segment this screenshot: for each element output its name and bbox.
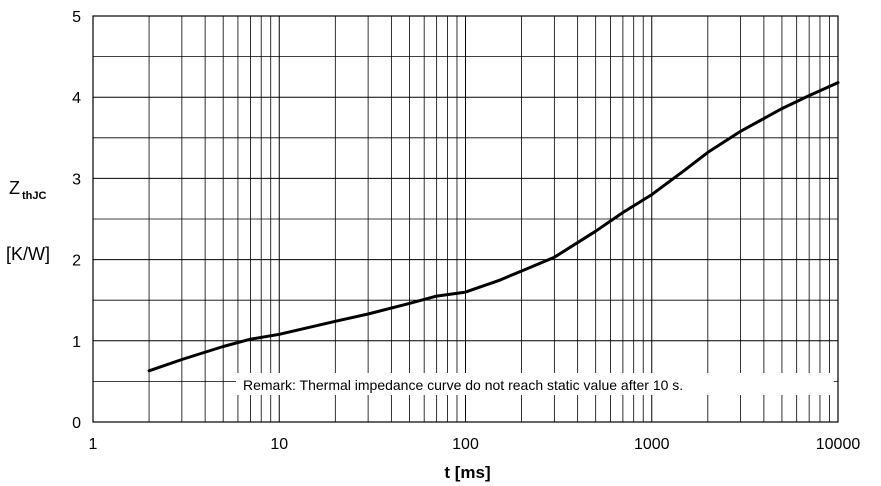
x-tick-labels: 1 10 100 1000 10000 [89,436,861,453]
x-tick-label: 100 [452,436,479,453]
zthjc-curve [147,81,840,373]
x-axis-label: t [ms] [444,463,490,482]
remark-annotation: Remark: Thermal impedance curve do not r… [243,377,683,393]
y-axis-subscript: thJC [22,190,47,202]
x-tick-label: 1 [89,436,98,453]
y-axis-unit: [K/W] [6,244,50,264]
plot-frame [92,15,839,423]
y-tick-label: 3 [72,171,81,188]
minor-grid [93,16,838,422]
y-tick-label: 2 [72,253,81,270]
y-tick-label: 4 [72,90,81,107]
y-tick-label: 0 [72,415,81,432]
x-tick-label: 10 [270,436,288,453]
y-tick-label: 1 [72,334,81,351]
y-tick-label: 5 [72,9,81,26]
x-tick-label: 1000 [634,436,670,453]
y-axis-symbol: Z [9,178,20,198]
y-axis-label: Z thJC [K/W] [6,178,50,264]
remark-background [236,373,834,395]
x-tick-label: 10000 [816,436,861,453]
y-tick-labels: 0 1 2 3 4 5 [72,9,81,432]
